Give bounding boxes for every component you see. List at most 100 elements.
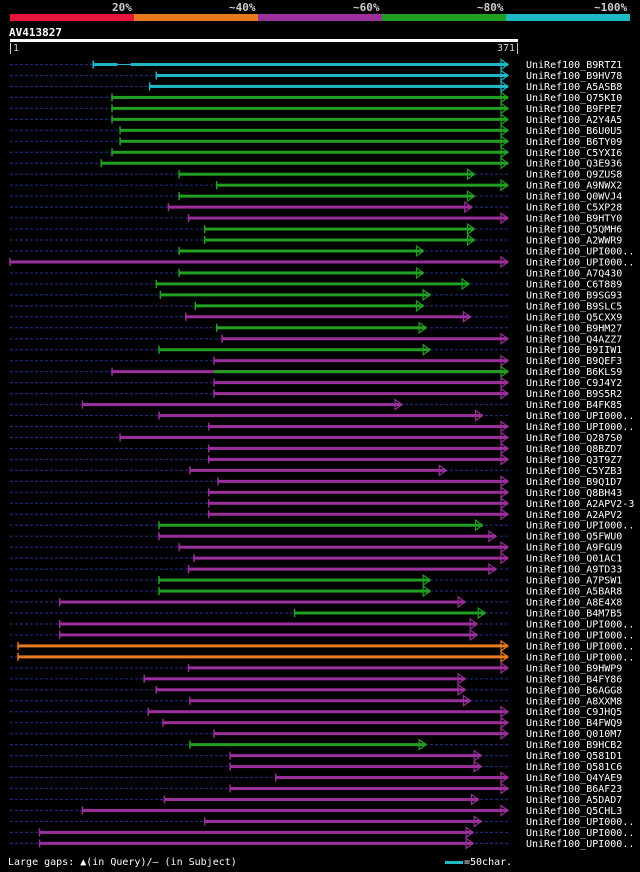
hit-label: UniRef100_UPI000.. <box>526 641 634 652</box>
legend-swatch-cyan <box>506 14 630 21</box>
hit-bar <box>156 688 466 692</box>
hit-bar <box>160 293 431 297</box>
scale-label: =50char. <box>464 857 513 868</box>
hit-label: UniRef100_B9SG93 <box>526 290 622 301</box>
hit-label: UniRef100_B9IIW1 <box>526 345 622 356</box>
hit-label: UniRef100_Q01AC1 <box>526 554 622 565</box>
hit-arrow-icon <box>415 266 425 280</box>
hit-arrow-icon <box>457 672 467 685</box>
hit-bar <box>216 326 427 330</box>
hit-bar <box>193 556 508 560</box>
hit-label: UniRef100_B4M7B5 <box>526 609 622 620</box>
hit-bar <box>158 523 483 527</box>
hit-label: UniRef100_Q5CHL3 <box>526 806 622 817</box>
hit-label: UniRef100_Q010M7 <box>526 729 622 740</box>
hit-bar <box>189 468 447 472</box>
hit-arrow-icon <box>500 782 510 795</box>
hit-label: UniRef100_B6TY09 <box>526 137 622 148</box>
hit-arrow-icon <box>500 639 510 653</box>
hit-label: UniRef100_C5YZB3 <box>526 466 622 477</box>
hit-arrow-icon <box>394 398 403 411</box>
hit-arrow-icon <box>466 222 476 236</box>
hit-arrow-icon <box>466 168 476 181</box>
hit-arrow-icon <box>500 91 510 104</box>
hit-label: UniRef100_UPI000.. <box>526 257 634 268</box>
hit-arrow-icon <box>500 354 510 367</box>
hit-label: UniRef100_B6U0U5 <box>526 126 622 137</box>
hit-arrow-icon <box>500 420 510 433</box>
hit-label: UniRef100_A8XXM8 <box>526 696 622 707</box>
hit-label: UniRef100_UPI000.. <box>526 619 634 630</box>
hit-label: UniRef100_Q3T9Z7 <box>526 455 622 466</box>
hit-label: UniRef100_A2APV2 <box>526 510 622 521</box>
hit-arrow-icon <box>466 233 476 247</box>
hit-bar <box>189 743 427 747</box>
hit-label: UniRef100_B9RTZ1 <box>526 60 622 71</box>
hit-label: UniRef100_Q3E936 <box>526 159 622 170</box>
hit-label: UniRef100_UPI000.. <box>526 817 634 828</box>
hit-bar <box>204 227 475 231</box>
query-start-tick <box>10 43 11 54</box>
hit-bar <box>59 633 478 637</box>
hit-bar <box>120 435 509 439</box>
query-end-label: 371 <box>496 43 515 54</box>
hit-arrow-icon <box>500 58 510 71</box>
hit-bar <box>112 117 508 121</box>
hit-arrow-icon <box>500 541 510 554</box>
hit-label: UniRef100_Q287S0 <box>526 433 622 444</box>
hit-bar <box>208 512 508 516</box>
hit-arrow-icon <box>470 793 480 806</box>
hit-bar <box>148 710 508 714</box>
hit-arrow-icon <box>500 135 510 148</box>
query-end-tick <box>517 43 518 54</box>
hit-arrow-icon <box>462 694 472 707</box>
hit-bar <box>164 797 479 801</box>
scale-line <box>445 860 463 864</box>
hit-label: UniRef100_B9HCB2 <box>526 740 622 751</box>
hit-label: UniRef100_B6AF23 <box>526 784 622 795</box>
hit-label: UniRef100_C9JHQ5 <box>526 707 622 718</box>
hit-bar <box>179 172 475 176</box>
hit-arrow-icon <box>474 519 484 532</box>
hit-bar <box>82 808 509 812</box>
hit-arrow-icon <box>500 661 510 675</box>
hit-arrow-icon <box>415 244 425 258</box>
hit-arrow-icon <box>500 475 510 488</box>
hit-arrow-icon <box>500 705 510 718</box>
hit-label: UniRef100_UPI000.. <box>526 246 634 257</box>
hit-bar <box>208 501 508 505</box>
hit-label: UniRef100_Q581D1 <box>526 751 622 762</box>
hit-arrow-icon <box>465 837 475 850</box>
hit-label: UniRef100_Q0WVJ4 <box>526 192 622 203</box>
hit-arrow-icon <box>418 738 428 751</box>
hit-label: UniRef100_B6AGG8 <box>526 685 622 696</box>
hit-label: UniRef100_B9SLC5 <box>526 301 622 312</box>
hit-bar <box>112 150 508 154</box>
hit-arrow-icon <box>500 365 510 378</box>
hit-bar <box>230 754 482 758</box>
hit-bar <box>188 666 508 670</box>
hit-arrow-icon <box>500 508 510 521</box>
hit-arrow-icon <box>500 387 510 400</box>
hit-label: UniRef100_Q5FWU0 <box>526 532 622 543</box>
hit-label: UniRef100_B4FK85 <box>526 400 622 411</box>
hit-bar <box>18 644 509 648</box>
hit-label: UniRef100_C5YXI6 <box>526 148 622 159</box>
hit-label: UniRef100_A9FGU9 <box>526 543 622 554</box>
hit-label: UniRef100_Q5QMH6 <box>526 225 622 236</box>
hit-label: UniRef100_Q581C6 <box>526 762 622 773</box>
hit-label: UniRef100_A5BAR8 <box>526 587 622 598</box>
hit-arrow-icon <box>461 277 471 291</box>
hit-bar <box>185 315 471 319</box>
hit-bar <box>156 73 508 77</box>
hit-bar <box>158 578 431 582</box>
hit-arrow-icon <box>500 157 510 170</box>
hit-arrow-icon <box>469 617 479 631</box>
hit-arrow-icon <box>500 376 510 389</box>
hit-bar <box>10 260 508 264</box>
hit-bar <box>218 479 508 483</box>
hit-bar <box>93 63 118 66</box>
hit-arrow-icon <box>457 683 467 696</box>
query-name: AV413827 <box>9 26 62 39</box>
